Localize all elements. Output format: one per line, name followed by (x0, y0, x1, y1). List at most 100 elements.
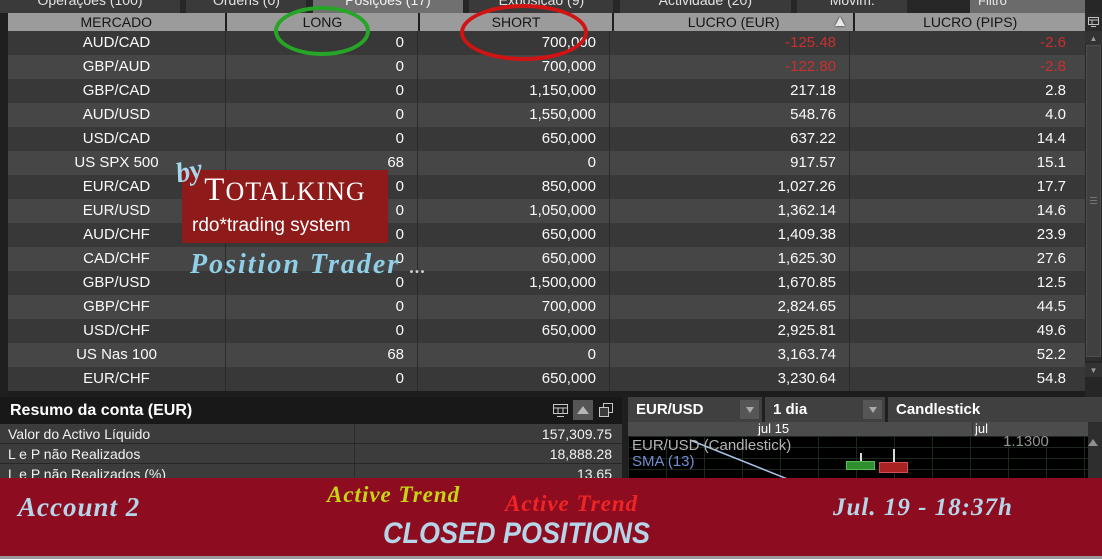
summary-value: 157,309.75 (354, 424, 622, 443)
table-row[interactable]: GBP/CHF 0 700,000 2,824.65 44.5 (8, 295, 1085, 319)
board-icon[interactable] (550, 400, 570, 420)
bearish-candle (879, 462, 908, 473)
lucro-pips-cell: 2.8 (849, 79, 1079, 103)
chart-series-legend: EUR/USD (Candlestick) (632, 437, 792, 454)
table-row[interactable]: AUD/CHF 0 650,000 1,409.38 23.9 (8, 223, 1085, 247)
closed-positions-banner: Account 2 Active Trend Active Trend CLOS… (0, 478, 1102, 556)
short-cell: 650,000 (417, 319, 609, 343)
table-footer-strip (8, 391, 1085, 397)
banner-datetime: Jul. 19 - 18:37h (833, 494, 1013, 521)
watermark-tagline: Position Trader ... (190, 249, 426, 281)
period-value: 1 dia (773, 401, 808, 418)
market-cell: GBP/AUD (82, 58, 151, 75)
summary-row: Valor do Activo Líquido 157,309.75 (0, 424, 622, 444)
table-row[interactable]: EUR/CAD 0 850,000 1,027.26 17.7 (8, 175, 1085, 199)
column-header-lucro-eur[interactable]: LUCRO (EUR) (613, 13, 854, 31)
long-cell: 0 (225, 103, 417, 127)
lucro-eur-cell: 3,230.64 (609, 367, 849, 391)
column-header-lucro-pips[interactable]: LUCRO (PIPS) (855, 13, 1085, 31)
lucro-eur-cell: 2,925.81 (609, 319, 849, 343)
tab-label: Posições (17) (345, 0, 431, 8)
tab-actividade[interactable]: Actividade (20) (619, 0, 791, 13)
lucro-pips-cell: 49.6 (849, 319, 1079, 343)
short-cell: 850,000 (417, 175, 609, 199)
tab-ordens[interactable]: Ordens (0) (186, 0, 307, 13)
short-cell: 1,550,000 (417, 103, 609, 127)
board-icon[interactable] (1085, 13, 1102, 31)
sma-line (689, 439, 788, 478)
price-axis-label: 1.1300 (1003, 436, 1049, 450)
instrument-select[interactable]: EUR/USD (628, 397, 762, 422)
scroll-up-arrow[interactable]: ▲ (1085, 31, 1102, 45)
lucro-eur-cell: 917.57 (609, 151, 849, 175)
tab-posicoes[interactable]: Posições (17) (312, 0, 463, 13)
filter-label: Filtro (978, 0, 1007, 8)
tab-movimentos[interactable]: Movim. (797, 0, 908, 13)
long-cell: 0 (225, 319, 417, 343)
short-cell: 1,500,000 (417, 271, 609, 295)
chart-plot-area[interactable]: EUR/USD (Candlestick) SMA (13) 1.1300 (628, 436, 1088, 478)
sort-ascending-icon (835, 17, 846, 26)
watermark-box: TOTALKING rdo*trading system (182, 170, 388, 243)
table-row[interactable]: EUR/USD 0 1,050,000 1,362.14 14.6 (8, 199, 1085, 223)
lucro-pips-cell: -2.8 (849, 55, 1079, 79)
tab-operacoes[interactable]: Operações (100) (0, 0, 180, 13)
table-scrollbar[interactable]: ▲ ▼ (1085, 13, 1102, 397)
scroll-down-arrow[interactable]: ▼ (1085, 363, 1102, 377)
table-row[interactable]: CAD/CHF 0 650,000 1,625.30 27.6 (8, 247, 1085, 271)
chart-panel: EUR/USD 1 dia Candlestick jul 15 jul (628, 397, 1102, 478)
cascade-window-icon[interactable] (596, 400, 616, 420)
instrument-value: EUR/USD (636, 401, 704, 418)
market-cell: CAD/CHF (83, 250, 150, 267)
long-cell: 0 (225, 79, 417, 103)
table-row[interactable]: AUD/USD 0 1,550,000 548.76 4.0 (8, 103, 1085, 127)
lucro-pips-cell: 15.1 (849, 151, 1079, 175)
collapse-panel-icon[interactable] (573, 400, 593, 420)
market-cell: EUR/CAD (82, 178, 151, 195)
table-row[interactable]: EUR/CHF 0 650,000 3,230.64 54.8 (8, 367, 1085, 391)
lucro-eur-cell: 1,027.26 (609, 175, 849, 199)
tab-label: Ordens (0) (212, 0, 280, 8)
chart-style-select[interactable]: Candlestick (888, 397, 1102, 422)
long-column-annotation-ellipse (274, 6, 370, 56)
chart-style-value: Candlestick (896, 401, 981, 418)
table-row[interactable]: USD/CAD 0 650,000 637.22 14.4 (8, 127, 1085, 151)
lucro-eur-cell: 548.76 (609, 103, 849, 127)
short-cell: 700,000 (417, 55, 609, 79)
table-row[interactable]: GBP/CAD 0 1,150,000 217.18 2.8 (8, 79, 1085, 103)
chevron-down-icon[interactable] (863, 400, 882, 419)
panel-header-buttons (550, 400, 616, 420)
summary-label: L e P não Realizados (8, 446, 141, 462)
lucro-pips-cell: 14.4 (849, 127, 1079, 151)
account-label: Account 2 (18, 492, 141, 522)
summary-label: L e P não Realizados (%) (8, 466, 166, 478)
market-cell: USD/CAD (82, 130, 151, 147)
tab-label: Movim. (829, 0, 875, 8)
scrollbar-track[interactable] (1086, 45, 1101, 361)
watermark-dots: ... (409, 257, 426, 277)
scroll-up-arrow[interactable] (1088, 422, 1098, 446)
chart-scrollbar[interactable] (1088, 422, 1102, 478)
date-tick: jul 15 (758, 421, 790, 436)
active-trend-yellow-label: Active Trend (327, 482, 461, 507)
summary-value: 18,888.28 (354, 444, 622, 463)
column-header-mercado[interactable]: MERCADO (8, 13, 225, 31)
table-row[interactable]: US SPX 500 68 0 917.57 15.1 (8, 151, 1085, 175)
period-select[interactable]: 1 dia (765, 397, 885, 422)
chevron-down-icon[interactable] (740, 400, 759, 419)
filter-button[interactable]: Filtro (970, 0, 1085, 13)
table-row[interactable]: USD/CHF 0 650,000 2,925.81 49.6 (8, 319, 1085, 343)
lucro-pips-cell: 52.2 (849, 343, 1079, 367)
chart-date-axis: jul 15 jul (628, 421, 1088, 436)
positions-table-body: AUD/CAD 0 700,000 -125.48 -2.6 GBP/AUD 0 700,0… (8, 31, 1085, 391)
closed-positions-label: CLOSED POSITIONS (383, 516, 651, 550)
candle-wick (893, 449, 895, 462)
scrollbar-thumb[interactable] (1086, 45, 1101, 357)
table-row[interactable]: US Nas 100 68 0 3,163.74 52.2 (8, 343, 1085, 367)
column-label: LUCRO (PIPS) (923, 14, 1018, 30)
scrollbar-grip-icon (1090, 197, 1097, 206)
market-cell: GBP/CHF (83, 298, 150, 315)
summary-row: L e P não Realizados 18,888.28 (0, 444, 622, 464)
table-row[interactable]: GBP/USD 0 1,500,000 1,670.85 12.5 (8, 271, 1085, 295)
